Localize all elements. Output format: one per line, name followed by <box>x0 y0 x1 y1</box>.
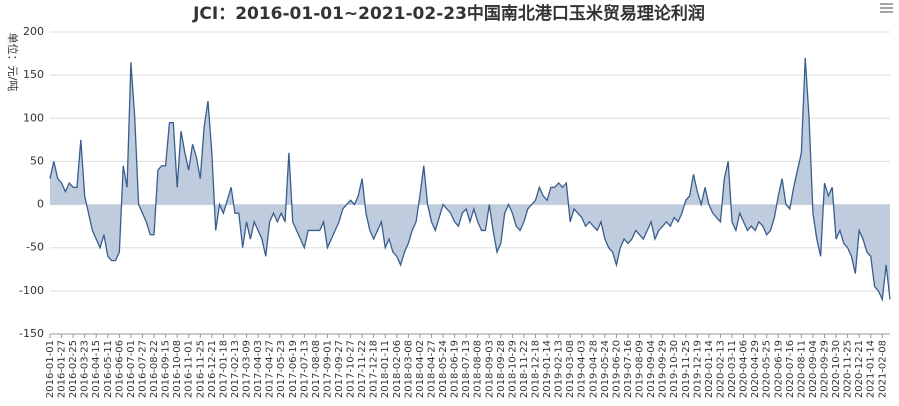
x-tick-label: 2018-05-24 <box>438 340 449 398</box>
x-tick-label: 2018-10-29 <box>507 340 518 398</box>
x-tick-label: 2020-12-21 <box>854 340 865 398</box>
x-tick-label: 2019-05-24 <box>600 340 611 398</box>
chart-title: JCI：2016-01-01~2021-02-23中国南北港口玉米贸易理论利润 <box>192 3 705 24</box>
x-tick-label: 2017-04-03 <box>253 340 264 398</box>
x-tick-label: 2020-09-29 <box>819 340 830 398</box>
x-tick-label: 2018-01-11 <box>380 340 391 398</box>
x-tick-label: 2016-08-22 <box>149 340 160 398</box>
y-tick-label: -50 <box>26 241 44 254</box>
x-tick-label: 2020-06-19 <box>773 340 784 398</box>
y-tick-label: 50 <box>30 154 44 167</box>
x-tick-label: 2018-04-02 <box>415 340 426 398</box>
x-tick-label: 2019-04-03 <box>577 340 588 398</box>
x-tick-label: 2020-04-29 <box>750 340 761 398</box>
x-tick-label: 2019-02-13 <box>554 340 565 398</box>
x-tick-label: 2019-04-28 <box>588 340 599 398</box>
x-tick-label: 2018-02-06 <box>392 340 403 398</box>
x-tick-label: 2018-03-08 <box>403 340 414 398</box>
x-tick-label: 2016-01-27 <box>57 340 68 398</box>
x-tick-label: 2020-04-06 <box>739 340 750 398</box>
x-tick-label: 2019-06-20 <box>611 340 622 398</box>
x-tick-label: 2018-04-27 <box>426 340 437 398</box>
x-tick-label: 2020-05-25 <box>762 340 773 398</box>
x-tick-label: 2017-09-01 <box>322 340 333 398</box>
x-tick-label: 2017-10-27 <box>346 340 357 398</box>
x-tick-label: 2017-05-23 <box>276 340 287 398</box>
x-tick-label: 2017-06-19 <box>288 340 299 398</box>
y-tick-label: 150 <box>23 68 44 81</box>
x-tick-label: 2016-11-01 <box>184 340 195 398</box>
x-tick-label: 2020-11-25 <box>843 340 854 398</box>
x-tick-label: 2017-04-27 <box>265 340 276 398</box>
x-tick-label: 2017-08-08 <box>311 340 322 398</box>
y-tick-label: 0 <box>37 198 44 211</box>
x-tick-label: 2021-01-14 <box>866 340 877 398</box>
x-tick-label: 2019-09-04 <box>646 340 657 398</box>
area <box>50 57 890 300</box>
x-tick-label: 2017-01-18 <box>218 340 229 398</box>
x-tick-label: 2021-02-08 <box>877 340 888 398</box>
y-tick-label: -150 <box>19 327 44 340</box>
y-tick-label: 100 <box>23 111 44 124</box>
x-tick-label: 2017-12-18 <box>369 340 380 398</box>
x-tick-label: 2016-09-15 <box>161 340 172 398</box>
x-tick-label: 2016-12-21 <box>207 340 218 398</box>
x-tick-label: 2020-01-14 <box>704 340 715 398</box>
x-tick-label: 2017-02-13 <box>230 340 241 398</box>
x-tick-label: 2016-10-08 <box>172 340 183 398</box>
x-tick-label: 2016-11-25 <box>195 340 206 398</box>
x-tick-label: 2019-10-30 <box>669 340 680 398</box>
x-tick-label: 2019-12-19 <box>692 340 703 398</box>
x-tick-label: 2018-07-13 <box>461 340 472 398</box>
x-tick-label: 2017-09-27 <box>334 340 345 398</box>
x-tick-label: 2020-10-30 <box>831 340 842 398</box>
x-tick-label: 2019-11-25 <box>681 340 692 398</box>
x-tick-label: 2016-05-11 <box>103 340 114 398</box>
x-tick-label: 2016-01-01 <box>45 340 56 398</box>
menu-icon[interactable] <box>880 3 893 13</box>
x-tick-label: 2016-07-27 <box>137 340 148 398</box>
x-tick-label: 2019-08-09 <box>635 340 646 398</box>
x-tick-label: 2016-04-15 <box>91 340 102 398</box>
x-tick-label: 2016-02-25 <box>68 340 79 398</box>
x-tick-label: 2017-03-09 <box>242 340 253 398</box>
y-tick-label: 200 <box>23 25 44 38</box>
x-tick-label: 2017-11-22 <box>357 340 368 398</box>
x-tick-label: 2018-09-28 <box>496 340 507 398</box>
x-tick-label: 2018-11-22 <box>519 340 530 398</box>
x-tick-label: 2017-07-13 <box>299 340 310 398</box>
x-tick-label: 2018-12-18 <box>531 340 542 398</box>
x-tick-label: 2018-06-19 <box>450 340 461 398</box>
x-tick-label: 2020-02-13 <box>715 340 726 398</box>
line <box>49 57 891 302</box>
x-tick-label: 2020-07-16 <box>785 340 796 398</box>
x-tick-label: 2019-09-29 <box>658 340 669 398</box>
x-tick-label: 2019-03-08 <box>565 340 576 398</box>
x-tick-label: 2018-09-03 <box>484 340 495 398</box>
x-tick-label: 2016-07-01 <box>126 340 137 398</box>
x-tick-label: 2018-08-08 <box>473 340 484 398</box>
y-tick-label: -100 <box>19 284 44 297</box>
x-tick-label: 2020-03-11 <box>727 340 738 398</box>
x-tick-label: 2019-07-16 <box>623 340 634 398</box>
x-tick-label: 2016-03-23 <box>80 340 91 398</box>
x-tick-label: 2020-08-11 <box>796 340 807 398</box>
x-tick-label: 2016-06-06 <box>114 340 125 398</box>
y-axis-label: 单位：元/吨 <box>6 33 20 92</box>
x-tick-label: 2020-09-04 <box>808 340 819 398</box>
x-tick-label: 2019-01-14 <box>542 340 553 398</box>
